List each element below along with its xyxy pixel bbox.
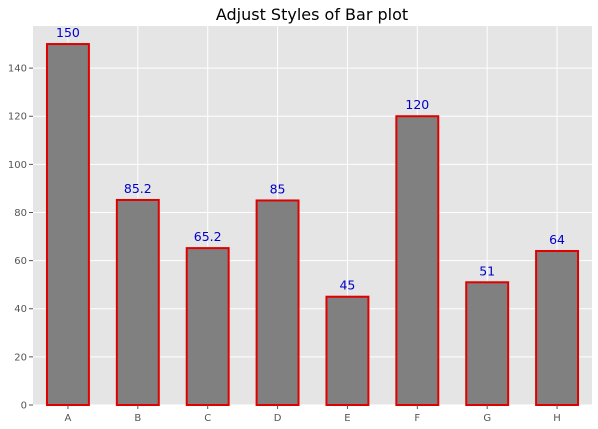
y-tick-label: 100 <box>8 160 27 171</box>
bar-B <box>115 198 160 406</box>
x-tick-label: C <box>204 413 211 424</box>
bar-value-label: 65.2 <box>194 229 222 244</box>
bar-value-label: 51 <box>479 263 495 278</box>
x-tick-label: E <box>344 413 350 424</box>
bar-D <box>255 199 300 406</box>
bars <box>45 43 580 407</box>
bar-value-label: 85 <box>270 181 286 196</box>
chart-title: Adjust Styles of Bar plot <box>216 5 408 24</box>
x-tick-label: D <box>274 413 282 424</box>
y-tick-label: 60 <box>14 256 27 267</box>
x-tick-label: F <box>414 413 420 424</box>
y-tick-label: 120 <box>8 112 27 123</box>
bar-G <box>465 281 510 406</box>
bar-value-label: 85.2 <box>124 181 152 196</box>
bar-value-label: 120 <box>405 97 429 112</box>
bar-C <box>185 247 230 406</box>
bar-E <box>325 295 370 407</box>
x-tick-label: G <box>483 413 491 424</box>
bar-value-label: 64 <box>549 232 565 247</box>
y-tick-label: 80 <box>14 208 27 219</box>
bar-F <box>395 115 440 406</box>
x-tick-label: A <box>65 413 72 424</box>
x-tick-label: H <box>553 413 561 424</box>
bar-value-label: 150 <box>56 25 80 40</box>
data-labels: 150 85.2 65.2 85 45 120 51 64 <box>56 25 565 293</box>
bar-A <box>45 43 90 407</box>
axis-ticks: 0 20 40 60 80 100 120 140 A B C D E F G H <box>8 64 561 424</box>
y-tick-label: 20 <box>14 352 27 363</box>
bar-value-label: 45 <box>339 278 355 293</box>
bar-H <box>535 249 580 406</box>
y-tick-label: 40 <box>14 304 27 315</box>
x-tick-label: B <box>134 413 141 424</box>
y-tick-label: 0 <box>21 401 27 412</box>
y-tick-label: 140 <box>8 64 27 75</box>
